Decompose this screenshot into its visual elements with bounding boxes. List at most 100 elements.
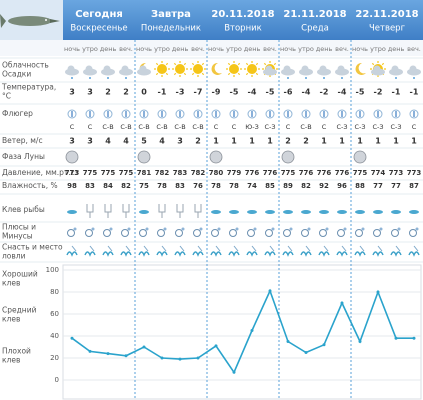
- humidity-value: 82: [301, 182, 311, 190]
- pressure-value: 776: [335, 169, 350, 177]
- temperature-value: 0: [141, 88, 147, 97]
- wind_speed-value: 1: [375, 137, 381, 146]
- humidity-value: 74: [247, 182, 257, 190]
- tackle-icon: [246, 251, 258, 257]
- tackle-rod: [125, 245, 131, 252]
- pros-icon: [319, 229, 327, 237]
- fish: [337, 210, 347, 214]
- tackle-rod: [89, 245, 95, 252]
- drop: [341, 77, 343, 79]
- period-label: ночь: [208, 45, 224, 53]
- temperature-value: -1: [410, 88, 419, 97]
- tackle-icon: [390, 251, 402, 257]
- pressure-value: 775: [119, 169, 134, 177]
- bite-point: [304, 351, 308, 354]
- fish: [319, 210, 329, 214]
- humidity-value: 76: [193, 182, 203, 190]
- cloud: [283, 65, 291, 73]
- tackle-icon: [156, 251, 168, 257]
- wind_speed-value: 4: [123, 137, 129, 146]
- fish-logo: [0, 14, 60, 28]
- bite-point: [340, 301, 344, 305]
- pros-icon: [373, 229, 381, 237]
- bite-point: [88, 349, 92, 353]
- drop: [107, 77, 109, 79]
- sun-ray: [245, 62, 249, 66]
- sun: [157, 64, 167, 74]
- wind_speed-value: 1: [267, 137, 273, 146]
- header-bg: [63, 0, 423, 40]
- pros-icon: [157, 229, 165, 237]
- temperature-value: -5: [230, 88, 239, 97]
- period-label: ночь: [280, 45, 296, 53]
- sun-ray: [201, 62, 205, 66]
- moon-phase: [65, 150, 79, 164]
- vane: [319, 109, 329, 119]
- wind-direction: С: [412, 123, 417, 131]
- fish: [67, 210, 77, 214]
- tackle-icon: [174, 251, 186, 257]
- humidity-value: 83: [85, 182, 95, 190]
- sun-ray: [191, 62, 195, 66]
- y-tick-label: 20: [50, 354, 59, 362]
- pressure-value: 776: [299, 169, 314, 177]
- row-label: Температура,: [1, 83, 56, 92]
- bite-point: [358, 340, 362, 343]
- wind_speed-value: 4: [159, 137, 165, 146]
- day-weekday: Среда: [301, 24, 329, 34]
- fish: [409, 210, 419, 214]
- sun-ray: [245, 72, 249, 76]
- pressure-value: 776: [263, 169, 278, 177]
- pros-icon: [121, 229, 129, 237]
- pressure-value: 776: [317, 169, 332, 177]
- tackle-rod: [179, 245, 185, 252]
- period-label: день: [172, 45, 189, 53]
- period-label: ночь: [352, 45, 368, 53]
- pros-dot: [181, 227, 185, 231]
- weather-icon: [172, 61, 188, 257]
- sun-ray: [263, 62, 267, 66]
- pros-dot: [379, 227, 383, 231]
- fish: [283, 210, 293, 214]
- period-label: день: [316, 45, 333, 53]
- wind-direction: С-З: [354, 123, 365, 131]
- pros-dot: [91, 227, 95, 231]
- tackle-rod: [107, 245, 113, 252]
- tackle-icon: [318, 251, 330, 257]
- tackle-hook: [176, 204, 184, 218]
- vane: [409, 109, 419, 119]
- day-weekday: Вторник: [224, 24, 262, 34]
- drop: [287, 77, 289, 79]
- wind_speed-value: 2: [285, 137, 291, 146]
- wind-direction: Ю-З: [245, 123, 259, 131]
- pros-dot: [415, 227, 419, 231]
- row-label: Ветер, м/с: [2, 136, 43, 145]
- bite-point: [142, 345, 146, 349]
- pros-icon: [175, 229, 183, 237]
- chart-frame: [62, 264, 422, 400]
- row-label: Облачность: [2, 61, 49, 70]
- pressure-value: 773: [389, 169, 404, 177]
- sun: [247, 64, 257, 74]
- humidity-value: 92: [319, 182, 329, 190]
- bite-band-label: Хороший: [2, 270, 38, 279]
- wind_speed-value: 1: [357, 137, 363, 146]
- sun-ray: [165, 72, 169, 76]
- bite-point: [124, 354, 128, 358]
- sun-ray: [255, 62, 259, 66]
- tackle-hook: [104, 204, 112, 218]
- vane: [265, 109, 275, 119]
- bite-point: [178, 357, 182, 361]
- tackle-rod: [305, 245, 311, 252]
- tackle-icon: [228, 251, 240, 257]
- y-tick-label: 40: [50, 332, 59, 340]
- tackle-rod: [287, 245, 293, 252]
- fish: [373, 210, 383, 214]
- vane: [157, 109, 167, 119]
- vane: [175, 109, 185, 119]
- sun-ray: [183, 72, 187, 76]
- vane: [67, 109, 77, 119]
- cloud: [121, 65, 129, 73]
- drop: [305, 77, 307, 79]
- vane: [337, 109, 347, 119]
